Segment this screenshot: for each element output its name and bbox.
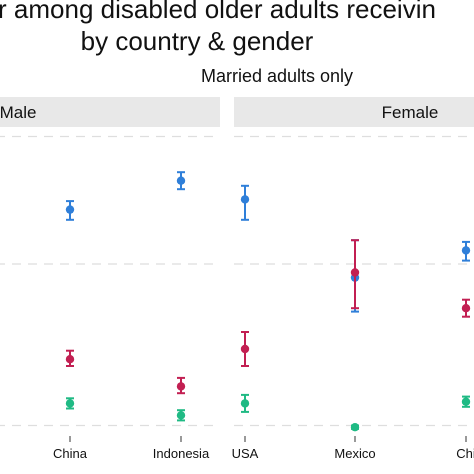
point-female-green-1: [350, 423, 360, 432]
point-male-blue-1: [176, 176, 186, 185]
point-female-blue-0: [240, 195, 250, 204]
chart-title-line-2: by country & gender: [80, 26, 314, 56]
point-male-green-1: [176, 411, 186, 420]
x-tick-label-female-usa: USA: [232, 446, 259, 461]
panel-strip-male: [0, 97, 220, 127]
point-male-red-0: [65, 355, 75, 364]
x-tick-label-female-mexico: Mexico: [334, 446, 375, 461]
panel-strip-female: [234, 97, 474, 127]
point-female-red-1: [350, 268, 360, 277]
point-female-red-2: [461, 304, 471, 313]
x-tick-label-female-chi: Chi: [456, 446, 474, 461]
point-male-red-1: [176, 382, 186, 391]
point-female-green-2: [461, 397, 471, 406]
point-male-green-0: [65, 399, 75, 408]
point-female-red-0: [240, 344, 250, 354]
point-female-blue-2: [461, 246, 471, 255]
x-tick-label-male-indonesia: Indonesia: [153, 446, 210, 461]
panel-label-female: Female: [382, 103, 439, 122]
chart-title-line-1: r among disabled older adults receivin: [0, 0, 436, 24]
point-female-green-0: [240, 399, 250, 408]
chart-subtitle: Married adults only: [200, 66, 354, 86]
point-male-blue-0: [65, 205, 75, 214]
panel-label-male: Male: [0, 103, 36, 122]
x-tick-label-male-china: China: [53, 446, 88, 461]
